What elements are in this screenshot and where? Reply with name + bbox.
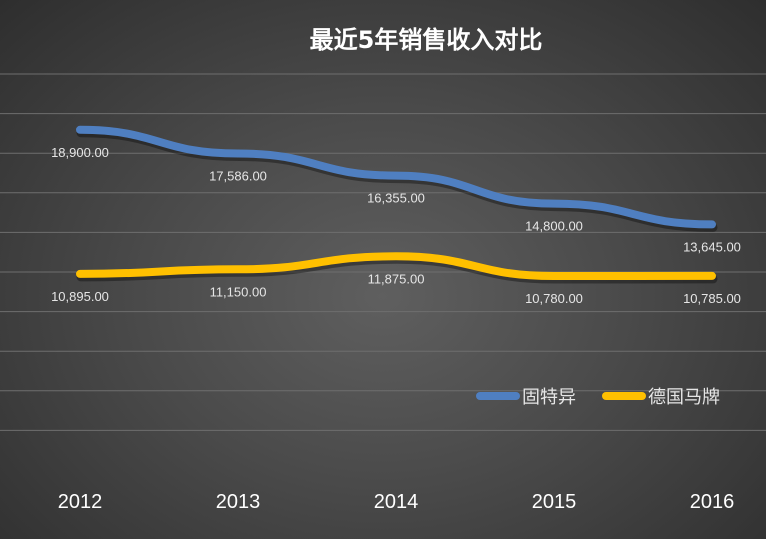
data-labels: 18,900.00 17,586.00 16,355.00 14,800.00 13,6… xyxy=(51,145,741,306)
data-label: 16,355.00 xyxy=(367,191,425,206)
x-tick-label: 2013 xyxy=(216,491,261,513)
x-tick-label: 2012 xyxy=(58,491,103,513)
x-tick-label: 2015 xyxy=(532,491,577,513)
legend-label: 固特异 xyxy=(522,387,576,408)
series-line-2 xyxy=(76,252,716,280)
x-tick-label: 2016 xyxy=(690,491,735,513)
x-axis: 2012 2013 2014 2015 2016 xyxy=(58,491,735,513)
data-label: 13,645.00 xyxy=(683,239,741,254)
data-label: 10,780.00 xyxy=(525,291,583,306)
data-label: 11,875.00 xyxy=(368,271,425,286)
series-line-1 xyxy=(76,125,716,229)
chart-title: 最近5年销售收入对比 xyxy=(310,26,543,54)
data-label: 11,150.00 xyxy=(210,284,267,299)
data-label: 18,900.00 xyxy=(51,145,109,160)
data-label: 17,586.00 xyxy=(209,169,267,184)
data-label: 10,895.00 xyxy=(51,289,109,304)
data-label: 14,800.00 xyxy=(525,219,583,234)
x-tick-label: 2014 xyxy=(374,491,419,513)
series-lines xyxy=(76,125,718,284)
gridlines xyxy=(0,73,766,431)
legend: 固特异 德国马牌 xyxy=(476,387,720,408)
legend-label: 德国马牌 xyxy=(648,387,720,408)
data-label: 10,785.00 xyxy=(683,291,741,306)
